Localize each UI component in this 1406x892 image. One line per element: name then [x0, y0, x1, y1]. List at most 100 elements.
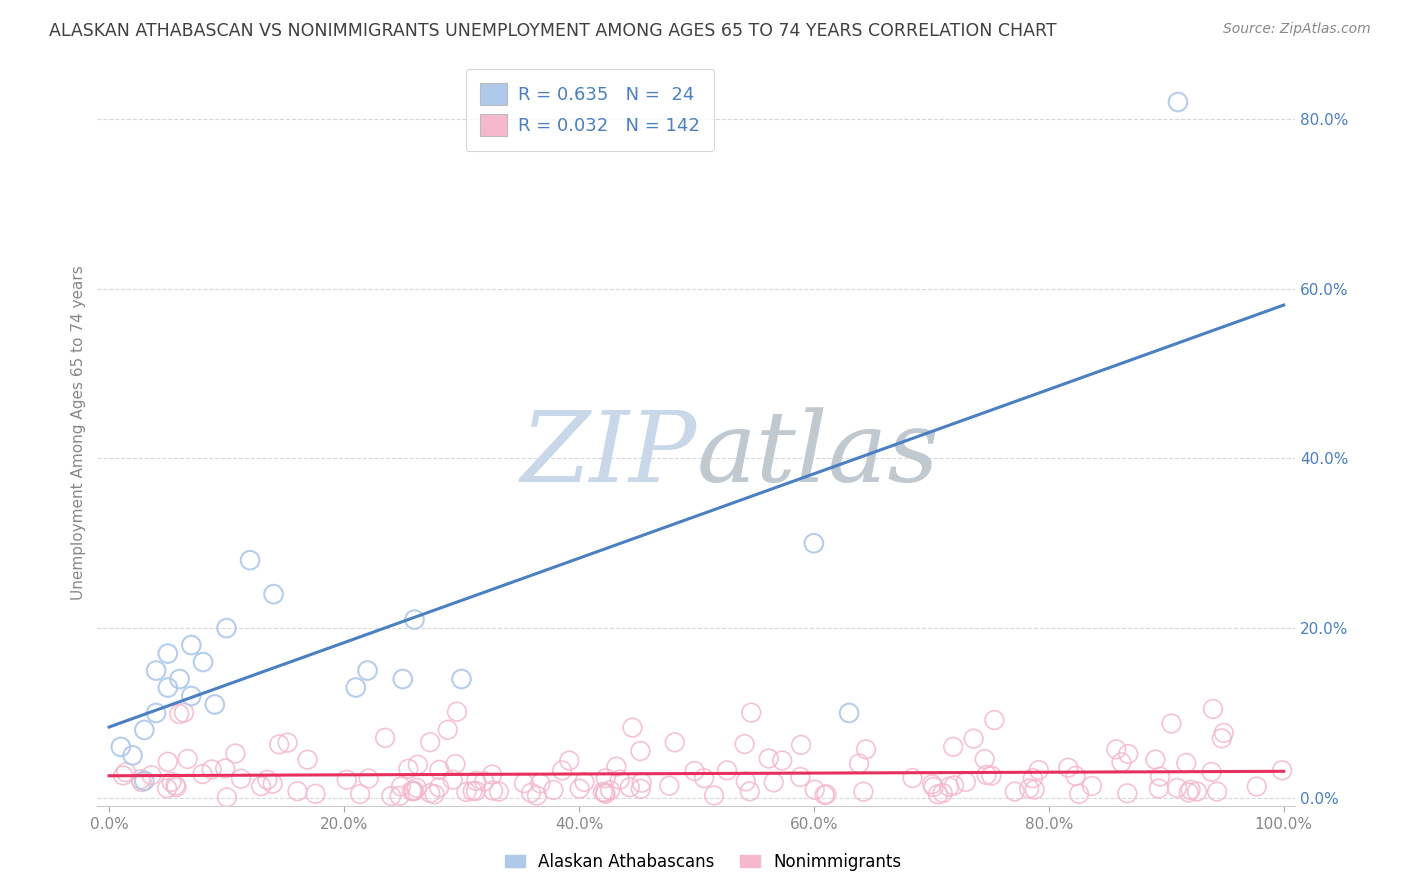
Point — [357, 772, 380, 786]
Point — [1028, 763, 1050, 777]
Point — [558, 754, 581, 768]
Point — [165, 779, 187, 793]
Point — [269, 737, 291, 751]
Point — [529, 776, 551, 790]
Point — [921, 777, 943, 791]
Point — [488, 784, 510, 798]
Point — [664, 735, 686, 749]
Point — [740, 706, 762, 720]
Point — [630, 775, 652, 789]
Point — [568, 781, 591, 796]
Point — [1022, 771, 1045, 785]
Point — [134, 773, 156, 788]
Point — [304, 787, 326, 801]
Point — [619, 780, 641, 795]
Point — [110, 739, 132, 754]
Point — [156, 681, 179, 695]
Point — [262, 777, 284, 791]
Point — [595, 772, 617, 786]
Point — [481, 767, 503, 781]
Point — [852, 785, 875, 799]
Point — [1180, 782, 1202, 797]
Point — [160, 775, 183, 789]
Point — [336, 772, 359, 787]
Point — [599, 783, 621, 797]
Point — [922, 780, 945, 794]
Point — [391, 672, 413, 686]
Point — [803, 782, 825, 797]
Point — [789, 770, 811, 784]
Legend: R = 0.635   N =  24, R = 0.032   N = 142: R = 0.635 N = 24, R = 0.032 N = 142 — [465, 69, 714, 151]
Point — [1167, 95, 1189, 109]
Point — [803, 536, 825, 550]
Point — [1246, 780, 1268, 794]
Point — [932, 786, 955, 800]
Point — [129, 772, 152, 787]
Point — [229, 772, 252, 786]
Point — [1211, 731, 1233, 746]
Point — [551, 764, 574, 778]
Point — [1116, 786, 1139, 800]
Text: Source: ZipAtlas.com: Source: ZipAtlas.com — [1223, 22, 1371, 37]
Point — [543, 783, 565, 797]
Point — [380, 789, 402, 803]
Point — [465, 773, 488, 788]
Point — [374, 731, 396, 745]
Point — [770, 754, 793, 768]
Point — [191, 767, 214, 781]
Point — [419, 735, 441, 749]
Point — [180, 689, 202, 703]
Point — [734, 737, 756, 751]
Point — [423, 787, 446, 801]
Point — [215, 621, 238, 635]
Point — [1067, 787, 1090, 801]
Point — [156, 647, 179, 661]
Point — [388, 789, 411, 803]
Point — [738, 784, 761, 798]
Point — [628, 744, 651, 758]
Point — [427, 763, 450, 777]
Point — [263, 587, 285, 601]
Point — [405, 780, 427, 795]
Point — [1105, 742, 1128, 756]
Point — [156, 781, 179, 796]
Point — [444, 757, 467, 772]
Point — [402, 784, 425, 798]
Point — [762, 775, 785, 789]
Point — [214, 762, 236, 776]
Point — [1018, 781, 1040, 796]
Point — [942, 739, 965, 754]
Y-axis label: Unemployment Among Ages 65 to 74 years: Unemployment Among Ages 65 to 74 years — [72, 266, 86, 600]
Point — [855, 742, 877, 756]
Point — [464, 784, 486, 798]
Point — [180, 638, 202, 652]
Point — [943, 778, 966, 792]
Point — [1081, 779, 1104, 793]
Point — [1212, 726, 1234, 740]
Point — [404, 784, 426, 798]
Point — [446, 705, 468, 719]
Point — [427, 780, 450, 795]
Point — [593, 785, 616, 799]
Point — [976, 768, 998, 782]
Point — [973, 752, 995, 766]
Point — [1202, 702, 1225, 716]
Point — [1201, 764, 1223, 779]
Point — [250, 779, 273, 793]
Point — [173, 706, 195, 720]
Point — [239, 553, 262, 567]
Point — [115, 765, 138, 780]
Text: ZIP: ZIP — [520, 408, 696, 503]
Point — [419, 786, 441, 800]
Point — [758, 751, 780, 765]
Point — [436, 723, 458, 737]
Point — [176, 752, 198, 766]
Point — [456, 785, 478, 799]
Point — [980, 769, 1002, 783]
Point — [145, 664, 167, 678]
Point — [1166, 780, 1188, 795]
Point — [191, 655, 214, 669]
Point — [630, 781, 652, 796]
Point — [145, 706, 167, 720]
Point — [1271, 764, 1294, 778]
